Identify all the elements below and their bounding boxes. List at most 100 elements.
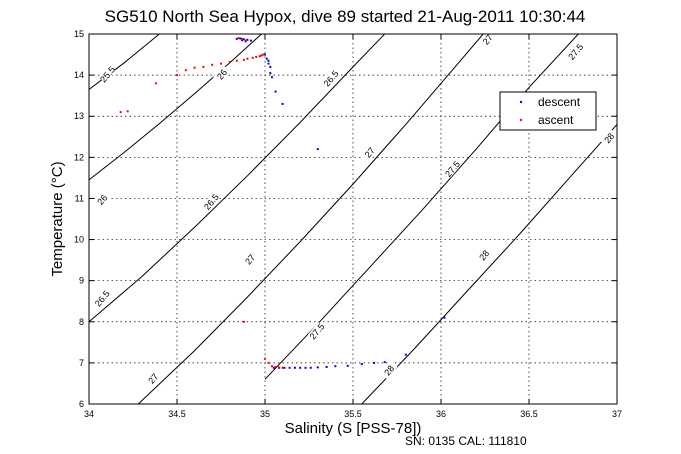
ascent-point (258, 55, 261, 58)
ascent-point (260, 54, 263, 57)
contour-label-bg (600, 128, 617, 147)
ascent-point (235, 59, 238, 62)
ascent-point (202, 65, 205, 68)
contour-label-group: 27 (144, 369, 162, 388)
y-tick-label: 9 (79, 276, 84, 286)
grid-lines (89, 34, 617, 404)
descent-point (274, 90, 277, 93)
descent-point (443, 316, 446, 319)
data-points (119, 37, 446, 369)
descent-point (246, 38, 249, 41)
contour-label-bg (380, 361, 398, 380)
chart-title: SG510 North Sea Hypox, dive 89 started 2… (105, 7, 586, 26)
ascent-point (244, 39, 247, 42)
contour-label: 26 (215, 67, 229, 81)
ascent-point (176, 74, 178, 77)
y-axis-label: Temperature (°C) (49, 161, 66, 276)
contour-label: 27 (146, 372, 160, 386)
x-tick-label: 34.5 (168, 409, 186, 419)
density-contour-line (137, 34, 484, 404)
contour-label-bg (478, 34, 496, 49)
ascent-point (281, 366, 284, 369)
descent-point (235, 37, 238, 40)
ascent-point (271, 365, 273, 368)
descent-point (265, 57, 268, 60)
x-tick-label: 37 (612, 409, 622, 419)
legend-box (499, 91, 597, 131)
contour-label: 28 (477, 248, 491, 262)
x-tick-label: 35.5 (344, 409, 362, 419)
ascent-point (274, 366, 277, 368)
descent-point (269, 72, 272, 75)
descent-point (272, 366, 275, 369)
ascent-point (193, 66, 196, 69)
ascent-point (154, 82, 157, 85)
ascent-point (220, 62, 222, 65)
descent-point (267, 59, 270, 62)
y-tick-label: 10 (74, 235, 84, 245)
ascent-point (251, 56, 254, 59)
legend: descent ascent (499, 91, 597, 131)
contour-label-bg (322, 69, 340, 88)
y-tick-label: 13 (74, 111, 84, 121)
x-tick-label: 35 (260, 409, 270, 419)
contour-label-group: 28 (600, 128, 617, 147)
descent-point (249, 39, 252, 42)
x-tick-label: 36 (436, 409, 446, 419)
y-tick-label: 8 (79, 317, 84, 327)
density-contour-line (89, 34, 160, 90)
ascent-point (228, 61, 231, 63)
contour-label-bg (360, 143, 379, 162)
y-tick-label: 7 (79, 358, 84, 368)
descent-point (360, 363, 363, 366)
contour-label: 27 (243, 252, 257, 266)
contour-label-bg (202, 192, 220, 211)
ascent-point (184, 69, 187, 72)
x-axis-label: Salinity (S [PSS-78]) (285, 420, 422, 437)
descent-point (239, 37, 242, 40)
descent-point (299, 366, 302, 369)
y-tick-label: 12 (74, 152, 84, 162)
contour-label-bg (144, 369, 162, 388)
ascent-point (267, 361, 270, 364)
contour-label-bg (93, 289, 111, 308)
descent-point (281, 102, 284, 105)
contour-label-group: 27 (241, 250, 259, 269)
descent-point (293, 366, 296, 369)
contour-label-group: 26 (93, 190, 111, 209)
descent-point (346, 364, 349, 367)
contour-label-bg (308, 322, 326, 341)
y-tick-label: 6 (79, 399, 84, 409)
contour-label-group: 28 (475, 246, 493, 265)
density-contours: 25.5262626.526.526.52727272727.527.527.5… (89, 34, 617, 404)
descent-point (288, 366, 291, 369)
descent-point (271, 76, 273, 79)
serial-calibration-footer: SN: 0135 CAL: 111810 (405, 434, 527, 448)
contour-label-bg (98, 65, 116, 84)
legend-descent-marker (519, 100, 523, 104)
ascent-point (264, 357, 266, 360)
ascent-point (278, 366, 281, 369)
axis-ticks: 34 34.5 35 35.5 36 36.5 37 6 7 8 9 10 11 12 13 14 15 (74, 29, 622, 419)
contour-label-bg (93, 190, 111, 209)
contour-label: 27 (363, 146, 377, 160)
descent-point (325, 366, 328, 368)
descent-point (309, 366, 312, 369)
descent-point (264, 53, 266, 56)
descent-point (404, 353, 407, 356)
contour-label-bg (566, 42, 584, 61)
ascent-point (241, 37, 244, 40)
descent-point (242, 38, 245, 41)
x-tick-label: 34 (84, 409, 94, 419)
ascent-point (255, 56, 258, 58)
legend-ascent-label: ascent (538, 113, 574, 127)
descent-point (283, 366, 286, 369)
descent-point (383, 361, 386, 364)
legend-descent-label: descent (538, 95, 581, 109)
descent-point (373, 361, 376, 364)
legend-ascent-marker (519, 118, 523, 122)
ascent-point (242, 320, 245, 323)
contour-label-group: 26 (213, 65, 231, 84)
contour-label-group: 28 (380, 361, 398, 380)
